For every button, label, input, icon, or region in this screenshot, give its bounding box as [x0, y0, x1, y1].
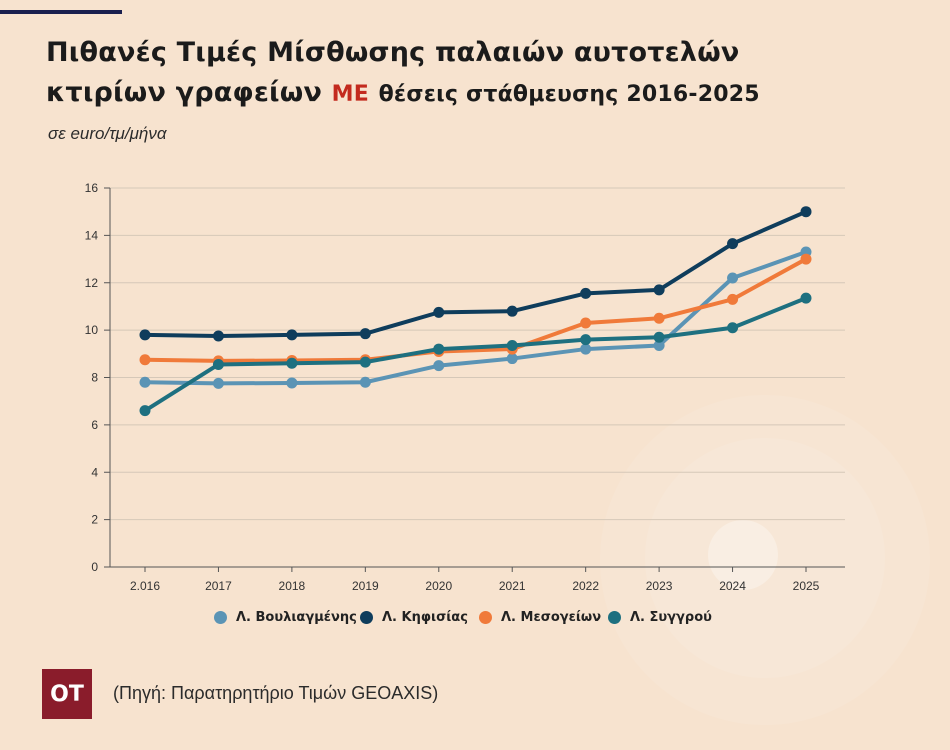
series-4-point [139, 405, 151, 417]
legend-swatch [479, 611, 492, 624]
legend-swatch [214, 611, 227, 624]
legend: Λ. Βουλιαγμένης Λ. Κηφισίας Λ. Μεσογείων Λ.… [0, 610, 950, 632]
x-tick-label: 2019 [352, 579, 379, 593]
legend-label: Λ. Βουλιαγμένης [236, 610, 357, 625]
y-tick-label: 6 [91, 418, 98, 432]
y-tick-label: 16 [85, 181, 99, 195]
legend-item: Λ. Κηφισίας [360, 610, 468, 625]
series-3-point [727, 293, 739, 305]
series-4-point [727, 322, 739, 334]
series-3-point [139, 354, 151, 366]
legend-item: Λ. Βουλιαγμένης [214, 610, 357, 625]
series-4-point [286, 357, 298, 369]
legend-swatch [360, 611, 373, 624]
series-4-point [580, 334, 592, 346]
axes: 0 2 4 6 8 10 12 14 16 2.016 2017 2018 2019 2020 2021 20… [85, 181, 845, 593]
legend-item: Λ. Μεσογείων [479, 610, 601, 625]
series-1-point [506, 353, 518, 365]
series-2-point [359, 328, 371, 340]
y-tick-label: 0 [91, 560, 98, 574]
x-tick-label: 2.016 [130, 579, 160, 593]
title-line-2-part-a: κτιρίων γραφείων [46, 77, 323, 108]
series-2-point [800, 206, 812, 218]
series-1 [139, 246, 812, 389]
legend-label: Λ. Συγγρού [630, 610, 712, 625]
series-4 [139, 292, 812, 417]
title-line-2: κτιρίων γραφείων ΜΕ θέσεις στάθμευσης 20… [46, 73, 926, 115]
x-tick-label: 2021 [499, 579, 526, 593]
series-4-point [433, 343, 445, 355]
series-4-point [212, 358, 224, 370]
title-highlight: ΜΕ [331, 82, 369, 107]
chart-title: Πιθανές Τιμές Μίσθωσης παλαιών αυτοτελών… [46, 33, 926, 115]
x-tick-label: 2022 [572, 579, 599, 593]
series-2-point [506, 305, 518, 317]
series-1-point [653, 340, 665, 352]
y-tick-label: 12 [85, 276, 99, 290]
series-1-point [212, 377, 224, 389]
series-1-point [580, 343, 592, 355]
x-tick-label: 2018 [279, 579, 306, 593]
y-tick-label: 4 [91, 465, 98, 479]
y-tick-label: 2 [91, 513, 98, 527]
series-4-line [143, 296, 808, 413]
series-3-point [653, 312, 665, 324]
chart-subtitle: σε euro/τμ/μήνα [48, 124, 167, 143]
series-4-point [506, 340, 518, 352]
x-tick-label: 2020 [425, 579, 452, 593]
series-4-point [653, 331, 665, 343]
publisher-logo: ΟΤ [42, 669, 92, 719]
top-accent-rule [0, 10, 122, 14]
series-2 [139, 206, 812, 342]
series-2-point [580, 287, 592, 299]
series-1-point [139, 376, 151, 388]
series-lines [139, 206, 812, 417]
series-1-point [286, 377, 298, 389]
legend-label: Λ. Κηφισίας [382, 610, 468, 625]
title-line-2-part-b: θέσεις στάθμευσης 2016-2025 [378, 82, 760, 107]
legend-swatch [608, 611, 621, 624]
series-3-point [580, 317, 592, 329]
series-2-point [653, 284, 665, 296]
series-3-line [143, 257, 808, 363]
legend-item: Λ. Συγγρού [608, 610, 712, 625]
series-4-point [800, 292, 812, 304]
series-2-line [143, 209, 808, 339]
series-1-point [433, 360, 445, 372]
series-2-point [433, 306, 445, 318]
series-3-point [800, 253, 812, 265]
y-tick-label: 14 [85, 228, 99, 242]
series-1-point [359, 376, 371, 388]
x-tick-label: 2024 [719, 579, 746, 593]
y-tick-label: 10 [85, 323, 99, 337]
x-tick-label: 2023 [646, 579, 673, 593]
title-line-1: Πιθανές Τιμές Μίσθωσης παλαιών αυτοτελών [46, 37, 740, 68]
series-4-point [359, 356, 371, 368]
series-2-point [212, 330, 224, 342]
series-1-point [727, 272, 739, 284]
legend-label: Λ. Μεσογείων [501, 610, 602, 625]
series-2-point [286, 329, 298, 341]
y-tick-label: 8 [91, 371, 98, 385]
series-2-point [727, 238, 739, 250]
grid-lines [110, 187, 845, 521]
x-tick-label: 2025 [793, 579, 820, 593]
series-1-line [143, 249, 808, 386]
source-note: (Πηγή: Παρατηρητήριο Τιμών GEOAXIS) [113, 683, 439, 703]
series-2-point [139, 329, 151, 341]
x-tick-label: 2017 [205, 579, 232, 593]
